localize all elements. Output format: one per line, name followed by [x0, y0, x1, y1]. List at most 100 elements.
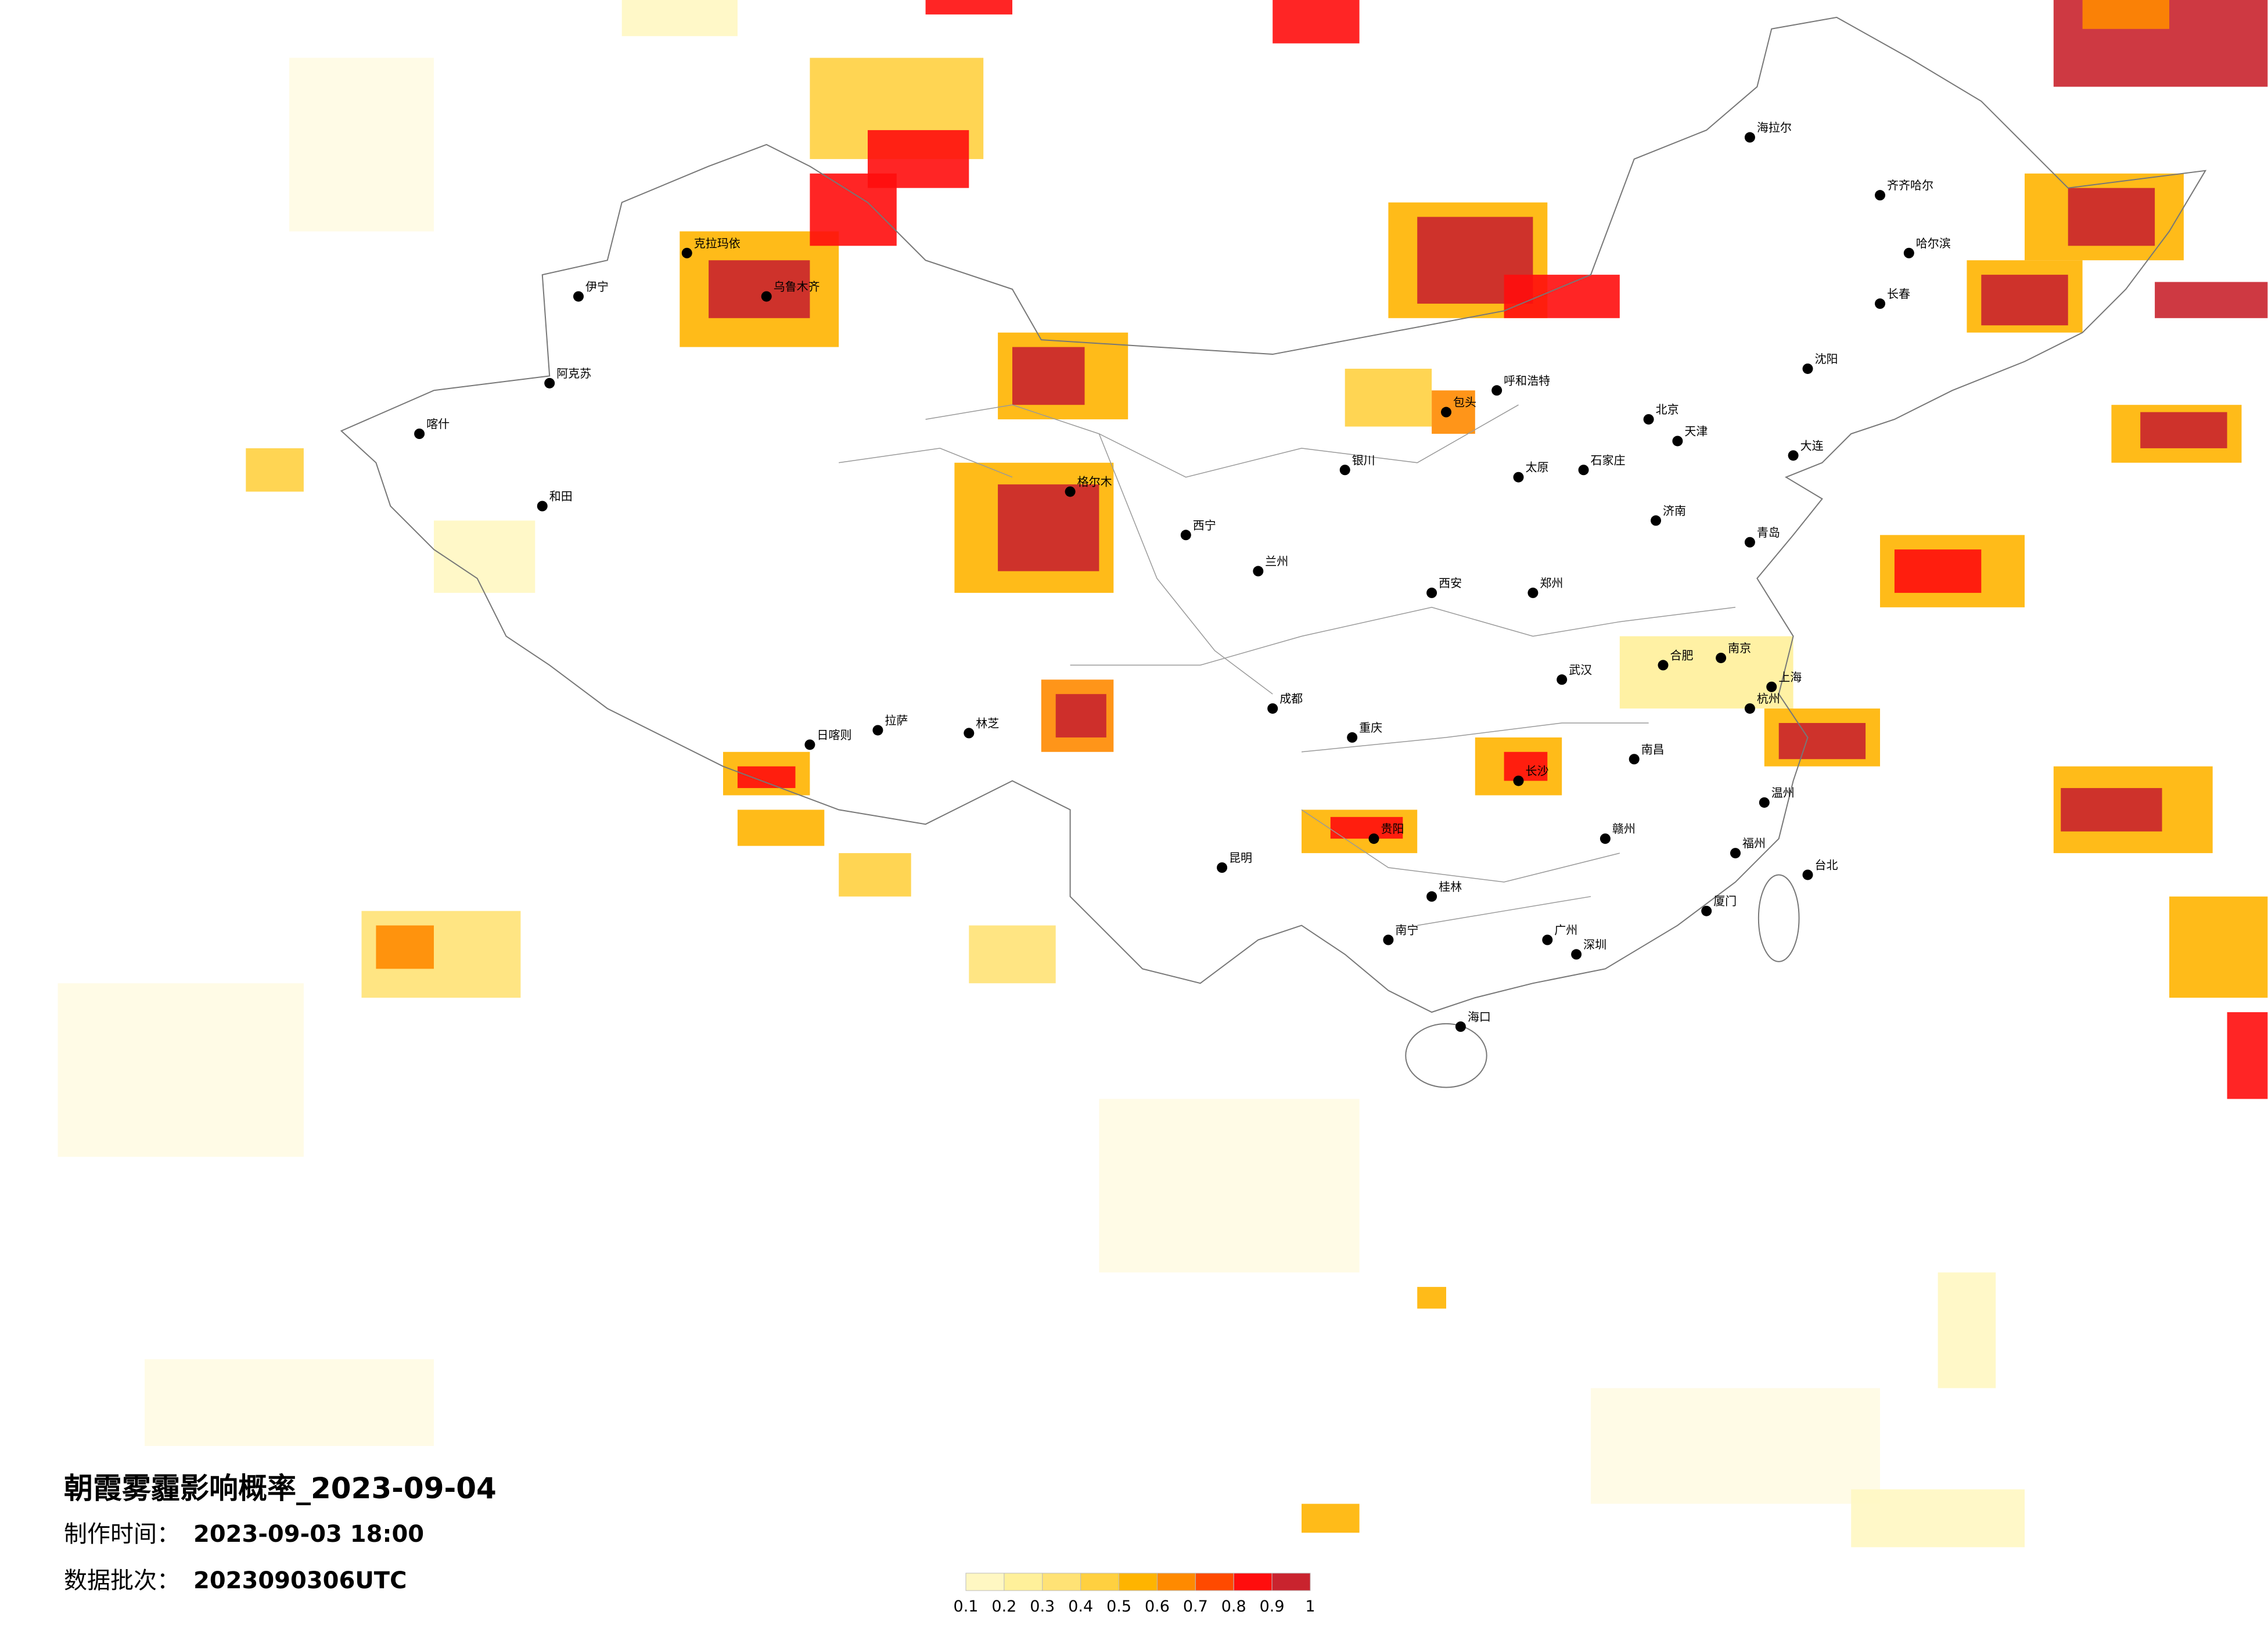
city-dot [1267, 703, 1278, 714]
probability-cell [1302, 1503, 1360, 1533]
city-label: 南宁 [1395, 923, 1418, 937]
city-label: 济南 [1663, 503, 1686, 517]
city-label: 天津 [1684, 424, 1708, 438]
probability-cell [434, 520, 535, 593]
probability-cell [709, 260, 810, 318]
city-dot [1766, 681, 1777, 692]
probability-cell [810, 173, 897, 246]
city-dot [1491, 385, 1503, 396]
city-dot [1701, 905, 1712, 916]
probability-cell [57, 983, 304, 1157]
hainan [1405, 1023, 1487, 1088]
made-label: 制作时间： [64, 1521, 180, 1548]
probability-cell [1055, 694, 1106, 738]
city-label: 乌鲁木齐 [774, 279, 820, 293]
city-dot [1527, 587, 1539, 598]
probability-cell [839, 853, 911, 897]
legend: 0.1 0.2 0.3 0.4 0.5 0.6 0.7 0.8 0.9 1 [954, 1573, 1315, 1616]
city-dot [1339, 465, 1350, 476]
city-label: 郑州 [1540, 576, 1563, 590]
probability-cell [2082, 0, 2169, 29]
city-label: 沈阳 [1815, 352, 1838, 366]
probability-cell [1981, 275, 2068, 326]
probability-cell [145, 1359, 434, 1446]
legend-swatch [1080, 1573, 1120, 1591]
probability-cell [246, 448, 304, 492]
city-dot [573, 291, 584, 302]
city-label: 海拉尔 [1757, 121, 1792, 135]
legend-label: 0.1 [954, 1598, 979, 1616]
city-dot [1658, 660, 1669, 671]
city-label: 南昌 [1641, 742, 1665, 756]
city-label: 昆明 [1229, 851, 1252, 865]
legend-swatch [1233, 1573, 1273, 1591]
probability-cell [289, 57, 434, 232]
city-dot [1557, 674, 1568, 685]
city-label: 桂林 [1439, 880, 1462, 894]
legend-swatch [1042, 1573, 1081, 1591]
country-outline [340, 16, 2207, 1088]
probability-cell [1851, 1489, 2025, 1548]
probability-cell [2227, 1012, 2268, 1099]
city-label: 西安 [1439, 576, 1462, 590]
city-dot [1441, 406, 1451, 418]
city-dot [1788, 450, 1799, 461]
city-dot [1542, 934, 1553, 945]
city-label: 台北 [1815, 858, 1838, 872]
legend-swatch [1271, 1573, 1311, 1591]
city-dot [1759, 797, 1770, 808]
city-dot [1426, 587, 1437, 598]
city-dot [1802, 869, 1813, 880]
city-label: 太原 [1526, 461, 1549, 474]
city-dot [1253, 566, 1264, 577]
city-dot [1651, 515, 1662, 526]
city-dot [1744, 537, 1755, 548]
city-label: 上海 [1778, 670, 1802, 684]
city-dot [1513, 472, 1524, 483]
city-dot [1643, 414, 1654, 425]
legend-label: 1 [1305, 1598, 1315, 1616]
city-dot [1426, 891, 1437, 902]
province-lines [839, 404, 1736, 926]
city-dot [1600, 833, 1611, 844]
legend-swatch [1195, 1573, 1234, 1591]
city-dot [804, 739, 815, 750]
city-label: 齐齐哈尔 [1887, 178, 1933, 192]
probability-cell [1417, 1287, 1446, 1309]
city-dot [1903, 247, 1914, 258]
city-dot [964, 728, 975, 739]
city-label: 赣州 [1612, 822, 1636, 836]
probability-cell [1504, 275, 1620, 318]
city-label: 长沙 [1526, 764, 1549, 778]
city-label: 阿克苏 [556, 366, 591, 380]
legend-swatch [1119, 1573, 1158, 1591]
taiwan [1757, 874, 1800, 962]
city-label: 林芝 [976, 716, 999, 730]
city-dot [1875, 298, 1885, 309]
title: 朝霞雾霾影响概率_2023-09-04 [64, 1472, 497, 1505]
city-dot [1744, 703, 1755, 714]
legend-label: 0.8 [1221, 1598, 1246, 1616]
city-label: 青岛 [1757, 526, 1780, 539]
city-label: 呼和浩特 [1504, 373, 1550, 387]
legend-swatch [1156, 1573, 1196, 1591]
city-dot [1744, 132, 1755, 143]
batch-label: 数据批次： [64, 1567, 180, 1594]
legend-label: 0.5 [1106, 1598, 1131, 1616]
city-label: 重庆 [1359, 721, 1382, 735]
legend-label: 0.4 [1068, 1598, 1093, 1616]
made-time: 2023-09-03 18:00 [193, 1521, 424, 1548]
city-label: 日喀则 [817, 728, 851, 742]
probability-cell [376, 925, 434, 969]
probability-cell [1778, 723, 1866, 760]
city-label: 伊宁 [585, 279, 609, 293]
city-label: 拉萨 [885, 713, 908, 727]
city-dot [1802, 363, 1813, 374]
city-label: 哈尔滨 [1916, 236, 1951, 250]
batch: 2023090306UTC [193, 1567, 407, 1594]
city-label: 和田 [549, 490, 573, 503]
city-label: 厦门 [1713, 894, 1737, 908]
legend-swatch [965, 1573, 1005, 1591]
city-dot [1571, 949, 1582, 960]
